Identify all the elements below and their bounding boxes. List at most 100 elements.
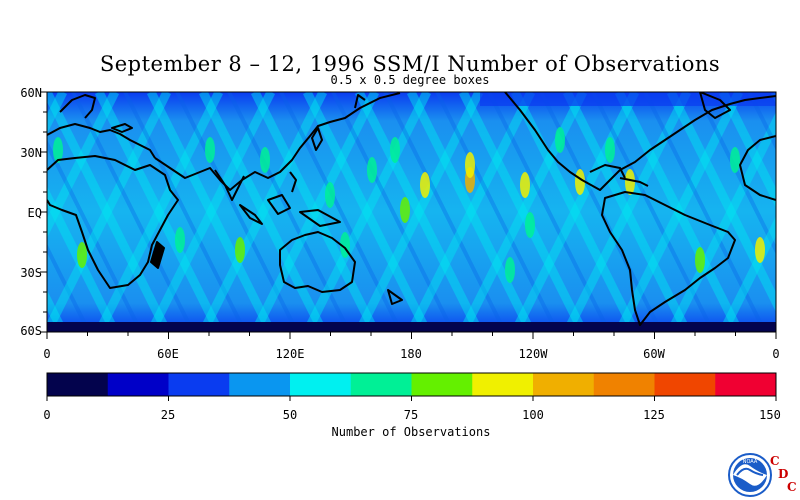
swath-gap xyxy=(47,243,91,332)
swath-gap xyxy=(71,92,195,332)
colorbar-tick-100: 100 xyxy=(522,408,544,422)
lat-label-eq: EQ xyxy=(28,206,42,220)
colorbar-swatch xyxy=(47,373,109,396)
lon-label-180: 180 xyxy=(400,347,422,361)
swath-gap xyxy=(331,92,455,332)
lon-label-0-right: 0 xyxy=(772,347,779,361)
noaa-seal-icon: NOAA xyxy=(728,453,772,497)
obs-maximum xyxy=(235,237,245,263)
colorbar-swatch xyxy=(168,373,230,396)
swath-stripe xyxy=(302,92,432,332)
swath-stripe xyxy=(458,92,588,332)
obs-maximum xyxy=(390,137,400,163)
obs-maximum xyxy=(505,257,515,283)
swath-gap xyxy=(279,92,403,332)
obs-maximum xyxy=(260,147,270,173)
coastline-cuba xyxy=(619,177,649,187)
coastline-sumatra xyxy=(239,204,263,225)
swath-stripe xyxy=(718,215,776,332)
colorbar-swatch xyxy=(229,373,291,396)
colorbar-swatch xyxy=(472,373,534,396)
obs-maximum xyxy=(555,127,565,153)
colorbar-tick-labels: 0 25 50 75 100 125 150 xyxy=(43,408,780,422)
swath-stripe xyxy=(94,92,224,332)
obs-maximum xyxy=(755,237,765,263)
coastline-gulf-mexico xyxy=(589,164,626,179)
coastline-australia xyxy=(279,231,356,293)
noaa-text: NOAA xyxy=(743,459,758,465)
cdc-letter-c2: C xyxy=(787,480,797,494)
lon-label-60e: 60E xyxy=(157,347,179,361)
colorbar-swatch xyxy=(533,373,595,396)
colorbar-swatch xyxy=(411,373,473,396)
coastline-new-guinea xyxy=(299,209,341,227)
map-subtitle: 0.5 x 0.5 degree boxes xyxy=(330,73,490,87)
swath-stripe xyxy=(250,92,380,332)
map-title: September 8 – 12, 1996 SSM/I Number of O… xyxy=(99,52,721,76)
longitude-labels: 0 60E 120E 180 120W 60W 0 xyxy=(43,347,779,361)
swath-stripe xyxy=(354,92,484,332)
coastline-greenland xyxy=(699,92,731,119)
ocean-field xyxy=(47,92,776,332)
lon-label-0-left: 0 xyxy=(43,347,50,361)
obs-maximum xyxy=(420,172,430,198)
latitude-labels: 60N 30N EQ 30S 60S xyxy=(20,86,42,338)
obs-maximum xyxy=(465,152,475,178)
swath-stripe xyxy=(47,92,172,332)
coastline-europe xyxy=(47,123,156,159)
swath-stripe xyxy=(47,92,120,239)
swath-stripe xyxy=(198,92,328,332)
swath-gap xyxy=(591,92,715,332)
colorbar-swatch xyxy=(350,373,412,396)
colorbar-swatch xyxy=(290,373,352,396)
obs-maximum xyxy=(400,197,410,223)
coastline-north-america xyxy=(504,92,776,191)
coastline-right-edge xyxy=(739,135,776,201)
coastline-new-zealand xyxy=(387,289,403,305)
lat-label-60s: 60S xyxy=(20,324,42,338)
map-ticks xyxy=(40,91,777,339)
swath-stripe xyxy=(250,92,380,332)
swath-gap xyxy=(435,92,559,332)
colorbar-swatch xyxy=(654,373,716,396)
obs-maximum xyxy=(625,169,635,195)
map-panel xyxy=(0,92,776,332)
coastline-kamchatka xyxy=(354,94,366,109)
colorbar-tick-125: 125 xyxy=(643,408,665,422)
colorbar-tick-75: 75 xyxy=(404,408,418,422)
colorbar xyxy=(46,372,777,401)
swath-stripe xyxy=(770,319,776,332)
swath-stripe xyxy=(406,92,536,332)
coastline-africa xyxy=(47,155,179,289)
swath-gap xyxy=(695,92,776,255)
swath-stripe xyxy=(0,92,11,332)
swath-gap xyxy=(47,139,143,332)
swath-stripe xyxy=(94,92,224,332)
colorbar-swatch xyxy=(715,373,777,396)
swath-gap xyxy=(175,92,299,332)
swath-stripe xyxy=(146,92,276,332)
obs-maximum xyxy=(367,157,377,183)
swath-stripe xyxy=(510,92,640,332)
colorbar-tick-50: 50 xyxy=(283,408,297,422)
colorbar-swatch xyxy=(107,373,169,396)
lon-label-120e: 120E xyxy=(276,347,305,361)
obs-maximum xyxy=(695,247,705,273)
observation-maxima xyxy=(53,127,765,283)
noaa-cdc-logo: NOAA C D C xyxy=(728,453,797,497)
obs-maximum xyxy=(730,147,740,173)
swath-gap xyxy=(643,92,767,332)
lat-label-30n: 30N xyxy=(20,146,42,160)
obs-maximum xyxy=(525,212,535,238)
obs-maximum xyxy=(520,172,530,198)
swath-stripe xyxy=(666,111,776,332)
swath-gap xyxy=(383,92,507,332)
swath-stripe xyxy=(406,92,536,332)
swath-gap xyxy=(747,92,776,151)
coastline-borneo xyxy=(267,194,291,215)
swath-stripe xyxy=(666,92,776,313)
colorbar-swatch xyxy=(593,373,655,396)
swath-stripe xyxy=(47,92,172,332)
swath-stripe xyxy=(354,92,484,332)
